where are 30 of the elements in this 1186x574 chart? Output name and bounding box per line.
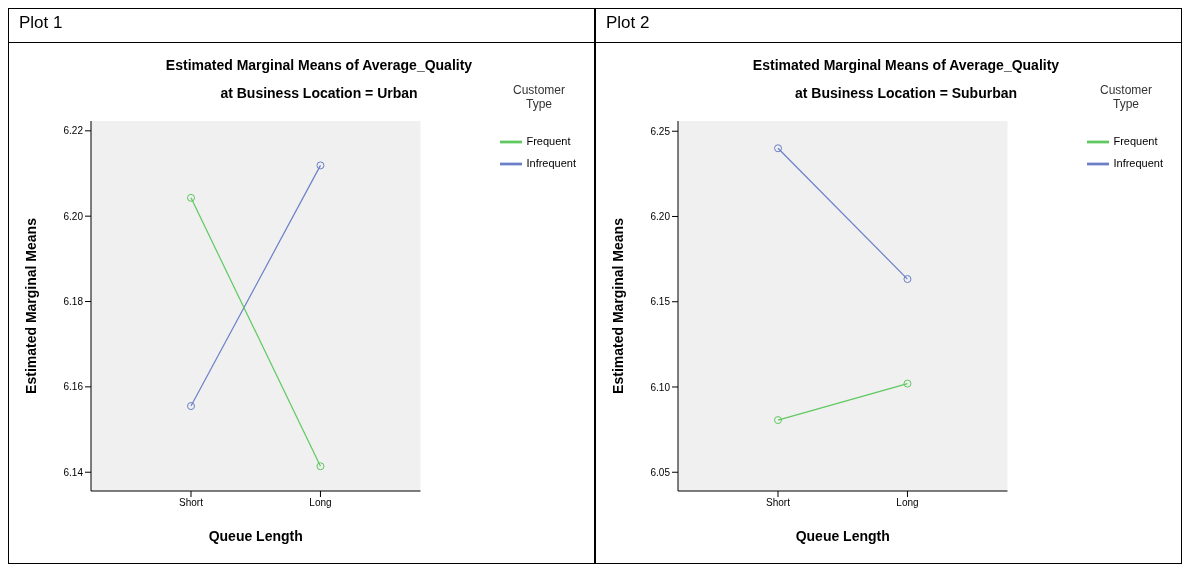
x-tick-label: Short xyxy=(179,497,204,509)
y-tick-label: 6.22 xyxy=(63,125,84,137)
x-axis-title: Queue Length xyxy=(795,528,890,544)
y-axis-title: Estimated Marginal Means xyxy=(22,217,39,394)
y-tick-label: 6.20 xyxy=(650,211,671,223)
chart-subtitle: at Business Location = Suburban xyxy=(794,85,1018,101)
legend-label: Infrequent xyxy=(526,156,576,169)
text: Plot 2 xyxy=(606,13,650,32)
legend-label: Frequent xyxy=(526,134,571,147)
legend-label: Infrequent xyxy=(1113,156,1163,169)
y-tick-label: 6.10 xyxy=(650,381,671,393)
chart-title: Estimated Marginal Means of Average_Quality xyxy=(751,57,1061,73)
y-tick-label: 6.20 xyxy=(63,210,84,222)
y-tick-label: 6.15 xyxy=(650,296,671,308)
legend-label: Frequent xyxy=(1113,134,1158,147)
y-tick-label: 6.05 xyxy=(650,466,671,478)
x-tick-label: Long xyxy=(896,497,919,509)
chart-subtitle: at Business Location = Urban xyxy=(220,85,418,101)
y-tick-label: 6.18 xyxy=(63,296,84,308)
chart-title: Estimated Marginal Means of Average_Quality xyxy=(164,57,474,73)
y-axis-title: Estimated Marginal Means xyxy=(609,217,626,394)
legend-title: Customer Type xyxy=(512,83,566,111)
y-tick-label: 6.25 xyxy=(650,125,671,137)
y-tick-label: 6.16 xyxy=(63,381,84,393)
text: Plot 1 xyxy=(19,13,63,32)
x-tick-label: Short xyxy=(766,497,791,509)
y-tick-label: 6.14 xyxy=(63,466,84,478)
x-tick-label: Long xyxy=(309,497,332,509)
legend-title: Customer Type xyxy=(1099,83,1153,111)
x-axis-title: Queue Length xyxy=(208,528,303,544)
